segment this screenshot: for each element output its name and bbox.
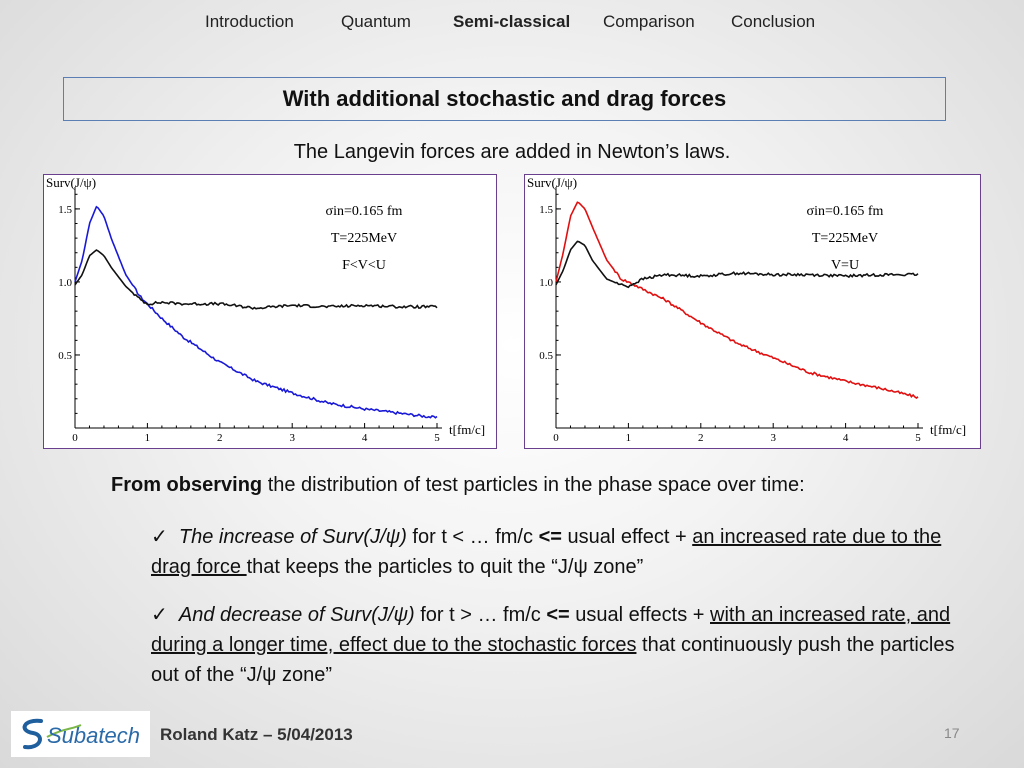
y-tick-label: 0.5 (58, 350, 72, 362)
bullet2-plain1: for t > … fm/c (414, 604, 547, 626)
bullet1-plain1: for t < … fm/c (406, 526, 539, 548)
intro-rest: the distribution of test particles in th… (262, 474, 805, 496)
y-tick-label: 1.0 (58, 277, 72, 289)
chart-left: 0 1 2 3 4 5 0.5 1.0 1.5 Surv(J/ψ) t[fm/c] σin=0.165… (43, 174, 497, 449)
x-tick-label: 2 (217, 432, 223, 444)
bullet2-plain2: usual effects + (569, 604, 710, 626)
slide-title: With additional stochastic and drag forc… (282, 86, 727, 111)
x-tick-label: 5 (915, 432, 921, 444)
page-number: 17 (944, 725, 960, 741)
y-tick-label: 1.5 (58, 204, 72, 216)
x-axis-label: t[fm/c] (449, 422, 485, 437)
intro-bold: From observing (111, 474, 263, 496)
y-tick-label: 0.5 (539, 350, 553, 362)
bullet-decrease: ✓ And decrease of Surv(J/ψ) for t > … fm… (151, 600, 966, 690)
x-tick-label: 1 (145, 432, 151, 444)
intro-paragraph: From observing the distribution of test … (111, 470, 805, 500)
x-tick-label: 3 (770, 432, 776, 444)
footer-author: Roland Katz – 5/04/2013 (160, 725, 353, 744)
x-tick-label: 4 (843, 432, 849, 444)
nav-item-comparison[interactable]: Comparison (603, 12, 695, 31)
y-axis-label: Surv(J/ψ) (527, 175, 577, 190)
bullet1-arrow: <= (538, 526, 562, 548)
series-line (555, 240, 919, 289)
subatech-logo: Subatech (11, 711, 150, 757)
chart-annotation: T=225MeV (812, 231, 878, 246)
x-tick-label: 0 (553, 432, 559, 444)
bullet1-underlined: an increased rate due to the drag force (151, 526, 942, 578)
nav-item-semi-classical[interactable]: Semi-classical (453, 12, 571, 31)
series-line (74, 205, 438, 419)
slide-subtitle: The Langevin forces are added in Newton’… (293, 141, 731, 163)
x-tick-label: 1 (626, 432, 632, 444)
bullet-increase: ✓ The increase of Surv(J/ψ) for t < … fm… (151, 522, 966, 582)
y-tick-label: 1.5 (539, 204, 553, 216)
bullet2-plain3: that continuously push the particles out… (151, 634, 955, 686)
series-line (74, 249, 438, 310)
bullet1-italic: The increase of Surv(J/ψ) (178, 526, 407, 548)
series-line (555, 201, 919, 399)
x-tick-label: 5 (434, 432, 440, 444)
y-tick-label: 1.0 (539, 277, 553, 289)
check-icon: ✓ (151, 604, 168, 626)
x-axis-label: t[fm/c] (930, 422, 966, 437)
x-tick-label: 4 (362, 432, 368, 444)
chart-left-svg: 0 1 2 3 4 5 0.5 1.0 1.5 Surv(J/ψ) t[fm/c] σin=0.165… (46, 175, 485, 444)
nav-item-introduction[interactable]: Introduction (205, 12, 294, 31)
logo-graphic: Subatech (22, 718, 140, 750)
chart-right: 0 1 2 3 4 5 0.5 1.0 1.5 Surv(J/ψ) t[fm/c] σin=0.165… (524, 174, 981, 449)
bullet1-plain2: usual effect + (561, 526, 693, 548)
chart-annotation: F<V<U (342, 258, 386, 273)
x-tick-label: 3 (289, 432, 295, 444)
bullet2-arrow: <= (546, 604, 570, 626)
chart-annotation: V=U (831, 258, 859, 273)
chart-annotation: σin=0.165 fm (807, 204, 884, 219)
chart-annotation: σin=0.165 fm (326, 204, 403, 219)
nav-item-quantum[interactable]: Quantum (341, 12, 411, 31)
check-icon: ✓ (151, 526, 168, 548)
y-axis-label: Surv(J/ψ) (46, 175, 96, 190)
nav-item-conclusion[interactable]: Conclusion (731, 12, 816, 31)
section-nav: Introduction Quantum Semi-classical Comp… (0, 12, 1024, 34)
logo-text: Subatech (47, 723, 140, 748)
chart-annotation: T=225MeV (331, 231, 397, 246)
bullet2-underlined: with an increased rate, and during a lon… (151, 604, 951, 656)
bullet1-plain3: that keeps the particles to quit the “J/… (246, 556, 644, 578)
x-tick-label: 2 (698, 432, 704, 444)
chart-right-svg: 0 1 2 3 4 5 0.5 1.0 1.5 Surv(J/ψ) t[fm/c] σin=0.165… (527, 175, 966, 444)
bullet2-italic: And decrease of Surv(J/ψ) (178, 604, 415, 626)
x-tick-label: 0 (72, 432, 78, 444)
slide-title-box: With additional stochastic and drag forc… (63, 77, 946, 121)
